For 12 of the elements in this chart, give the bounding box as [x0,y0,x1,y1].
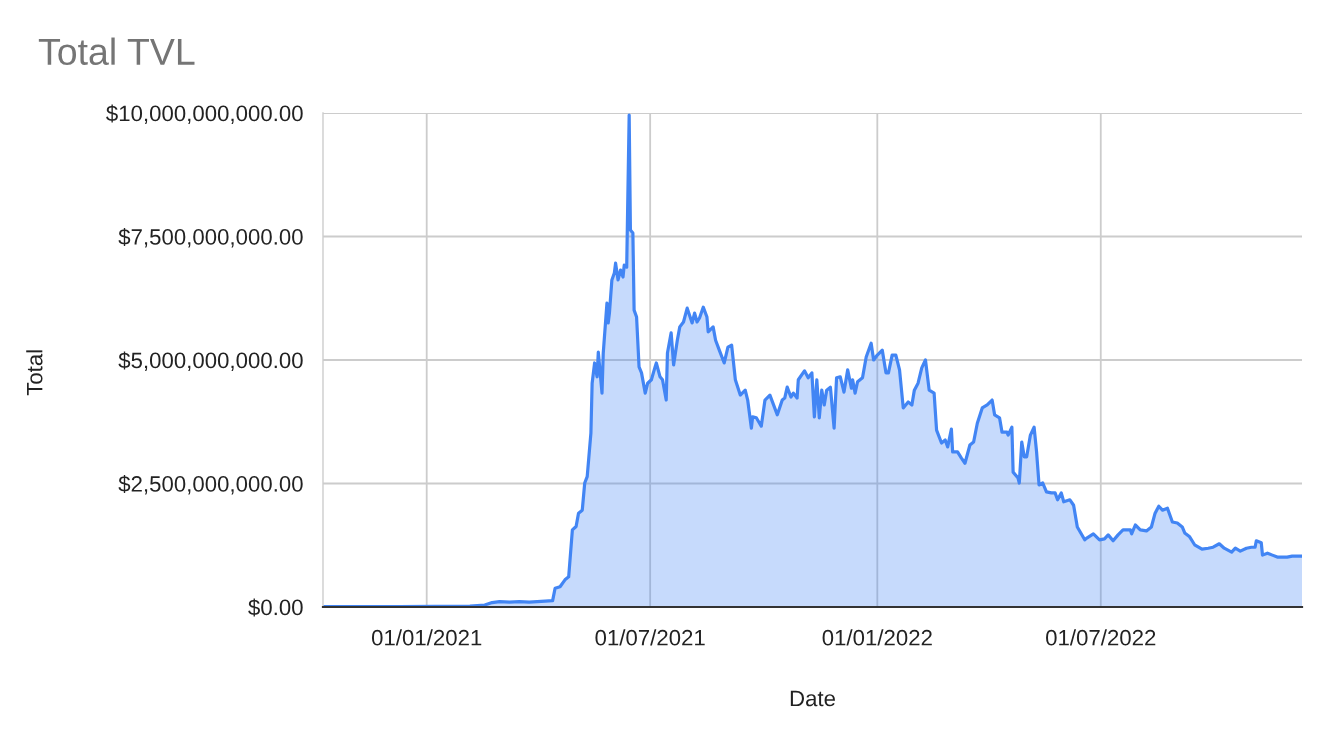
x-axis-title: Date [790,690,835,707]
x-tick-label: 01/07/2021 [595,629,705,646]
y-tick-label: $7,500,000,000.00 [118,228,303,248]
y-tick-label: $2,500,000,000.00 [118,475,303,495]
y-axis-title: Total [26,350,43,396]
x-tick-label: 01/07/2022 [1046,629,1156,646]
y-tick-label: $0.00 [248,598,303,617]
x-tick-label: 01/01/2022 [822,629,932,646]
x-tick-label: 01/01/2021 [371,629,482,646]
chart-title: Total TVL [38,37,195,66]
y-tick-label: $5,000,000,000.00 [118,351,303,371]
y-tick-label: $10,000,000,000.00 [106,104,303,124]
